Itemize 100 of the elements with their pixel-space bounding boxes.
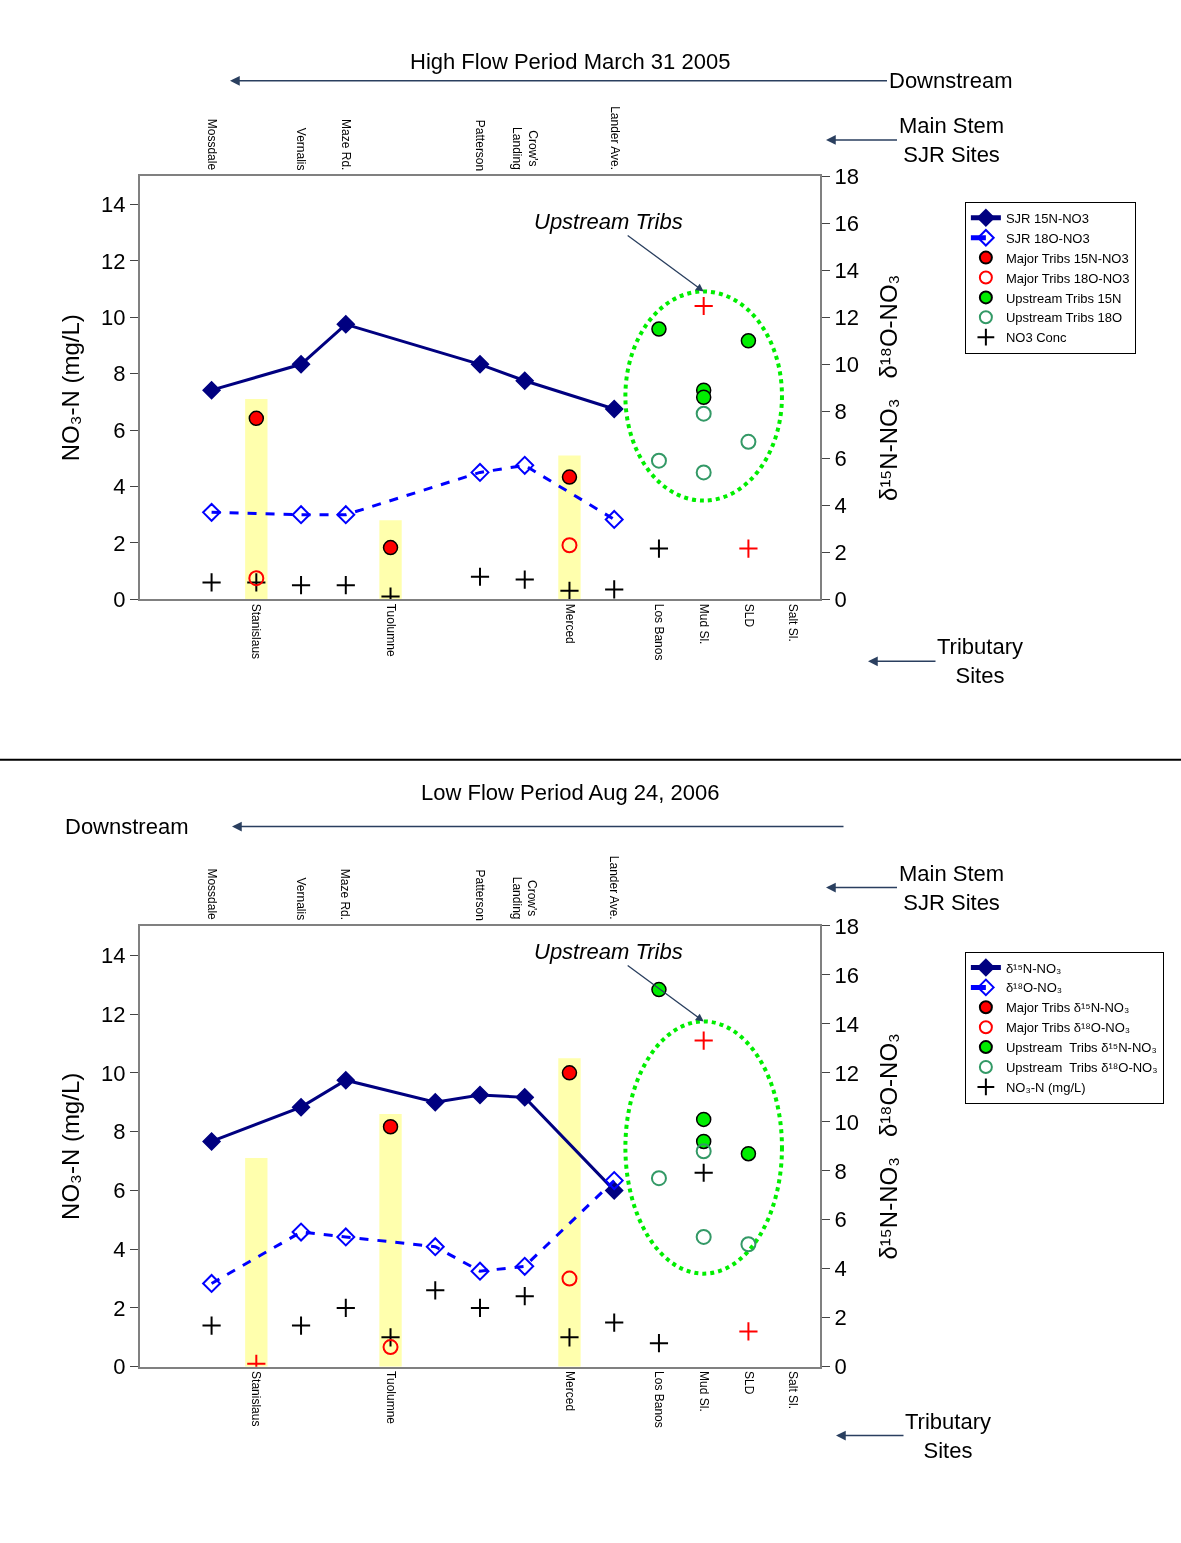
y2-tick-label: 12 xyxy=(834,305,859,330)
point xyxy=(515,455,535,475)
y2-tick-label: 14 xyxy=(834,1011,859,1037)
point xyxy=(693,295,714,317)
legend-label: Major Tribs δ¹⁵N-NO₃ xyxy=(1005,1000,1130,1016)
x-tick-label: Crow's Landing xyxy=(509,876,540,920)
x-tick-label: Lander Ave. xyxy=(607,855,622,920)
x-tick-label: Mossdale xyxy=(204,118,219,171)
y2-tick-label: 6 xyxy=(834,446,847,472)
y2-axis-title: δ¹⁵N-NO₃ δ¹⁸O-NO₃ xyxy=(874,274,902,501)
point xyxy=(604,1171,624,1191)
y-tick-label: 12 xyxy=(101,1001,126,1027)
y-tick-label: 14 xyxy=(101,943,126,969)
y-tick-label: 10 xyxy=(101,1060,126,1086)
x-tick-label: Patterson xyxy=(472,119,487,172)
point xyxy=(604,509,624,529)
point xyxy=(291,1222,311,1242)
point xyxy=(290,1315,312,1336)
bar xyxy=(379,1114,402,1367)
y2-tick-label: 4 xyxy=(834,1256,847,1282)
y-tick-label: 6 xyxy=(113,417,126,443)
bar xyxy=(245,399,268,600)
y-tick-label: 14 xyxy=(101,192,126,218)
text: Main Stem SJR Sites xyxy=(899,113,1005,167)
point xyxy=(336,1227,356,1247)
point xyxy=(740,1145,757,1162)
point xyxy=(561,1270,578,1287)
point xyxy=(695,405,712,422)
point xyxy=(426,1093,445,1112)
point xyxy=(648,538,670,559)
text: Downstream xyxy=(889,68,1013,93)
y2-tick-label: 0 xyxy=(834,1354,847,1380)
x-tick-label: Stanislaus xyxy=(249,1371,264,1427)
x-tick-label: Lander Ave. xyxy=(607,106,622,170)
y2-tick-label: 0 xyxy=(834,587,847,613)
legend-label: SJR 18O-NO3 xyxy=(1005,230,1090,246)
point xyxy=(336,1071,355,1090)
y-tick-label: 6 xyxy=(113,1178,126,1204)
point xyxy=(248,570,265,587)
legend-label: Major Tribs 15N-NO3 xyxy=(1005,250,1129,266)
point xyxy=(382,1339,399,1356)
point xyxy=(470,1085,490,1105)
point xyxy=(740,333,757,349)
y-tick-label: 0 xyxy=(113,1354,126,1380)
y2-tick-label: 18 xyxy=(834,163,859,189)
point xyxy=(650,1170,667,1187)
x-tick-label: Patterson xyxy=(472,869,487,921)
point xyxy=(291,505,311,525)
y-tick-label: 4 xyxy=(113,1236,126,1262)
legend-label: Upstream Tribs δ¹⁸O-NO₃ xyxy=(1005,1060,1158,1076)
point xyxy=(336,315,355,334)
point xyxy=(382,1118,399,1135)
point xyxy=(740,1236,757,1253)
x-tick-label: SLD xyxy=(741,1371,756,1395)
legend-label: NO₃-N (mg/L) xyxy=(1005,1079,1086,1095)
point xyxy=(470,1261,490,1281)
x-tick-label: Salt Sl. xyxy=(786,603,801,642)
legend-label: SJR 15N-NO3 xyxy=(1005,210,1089,226)
point xyxy=(738,538,759,559)
point xyxy=(695,1143,712,1160)
point xyxy=(561,1065,578,1081)
point xyxy=(291,355,311,374)
text: Tributary Sites xyxy=(937,634,1023,688)
point xyxy=(336,505,356,525)
point xyxy=(202,1273,222,1293)
legend-label: Upstream Tribs 15N xyxy=(1005,290,1122,306)
y2-tick-label: 8 xyxy=(834,399,847,425)
y2-tick-label: 4 xyxy=(834,493,847,519)
point xyxy=(514,569,535,590)
x-tick-label: Los Banos xyxy=(652,1371,667,1428)
text: Downstream xyxy=(65,814,189,839)
x-tick-label: Mud Sl. xyxy=(696,1371,711,1412)
point xyxy=(648,1333,670,1354)
legend-label: Major Tribs δ¹⁸O-NO₃ xyxy=(1005,1020,1131,1036)
legend-label: δ¹⁵N-NO₃ xyxy=(1005,960,1062,976)
y2-tick-label: 2 xyxy=(834,540,847,566)
y-tick-label: 2 xyxy=(113,1295,126,1321)
x-tick-label: Vernalis xyxy=(293,127,308,171)
point xyxy=(695,1111,712,1128)
x-tick-label: SLD xyxy=(741,603,756,628)
point xyxy=(201,1315,222,1336)
point xyxy=(248,410,265,427)
y-tick-label: 8 xyxy=(113,361,126,387)
point xyxy=(695,464,712,481)
y2-tick-label: 18 xyxy=(834,913,859,939)
x-tick-label: Tuolumne xyxy=(383,603,398,657)
point xyxy=(201,572,222,593)
x-tick-label: Salt Sl. xyxy=(786,1371,801,1410)
point xyxy=(335,1297,356,1319)
point xyxy=(202,380,221,400)
point xyxy=(693,1030,714,1051)
y2-tick-label: 2 xyxy=(834,1305,847,1331)
point xyxy=(561,469,578,485)
legend-label: NO3 Conc xyxy=(1005,330,1068,346)
x-tick-label: Tuolumne xyxy=(383,1371,398,1425)
point xyxy=(380,1327,401,1348)
y-axis-title: NO₃-N (mg/L) xyxy=(56,1072,84,1220)
annotation: Upstream Tribs xyxy=(534,209,683,234)
point xyxy=(693,1162,714,1183)
y2-tick-label: 16 xyxy=(834,210,859,236)
